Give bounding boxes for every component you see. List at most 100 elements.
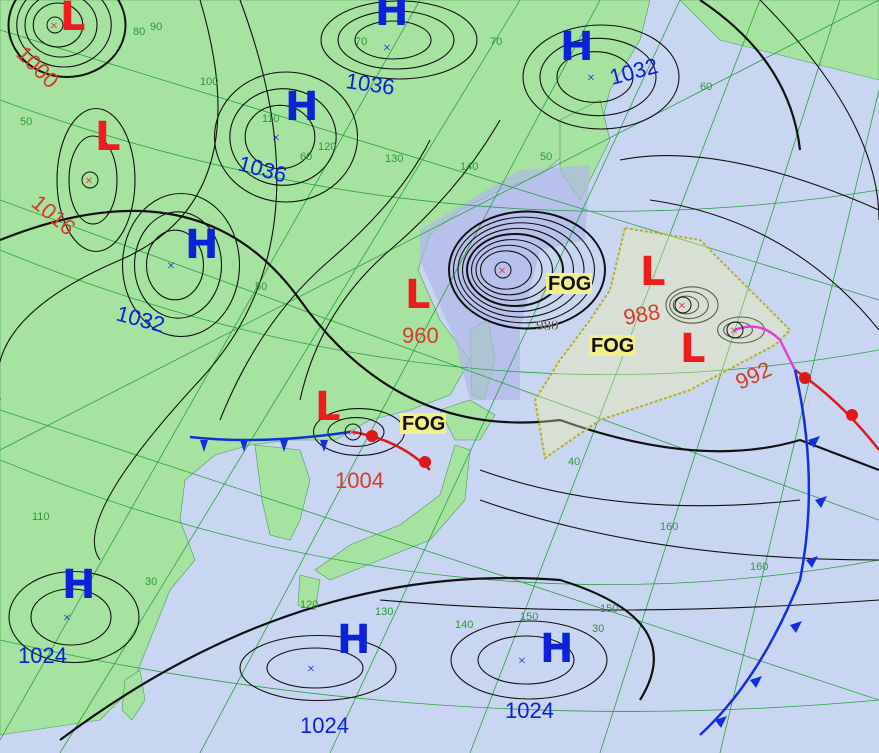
isobar	[327, 417, 385, 447]
grid-label: 120	[300, 599, 318, 611]
center-cross-icon: ×	[348, 426, 356, 441]
grid-label: 150	[520, 611, 538, 623]
grid-curve	[0, 639, 879, 712]
isobar	[479, 499, 879, 561]
grid-label: 50	[20, 116, 32, 128]
isobar	[461, 227, 575, 313]
isobar	[32, 2, 84, 48]
high-pressure-center: H × 1024	[300, 617, 370, 738]
grid-label: 70	[490, 36, 502, 48]
pressure-value: 960	[402, 323, 439, 348]
snow-area	[420, 165, 590, 400]
grid-line	[0, 0, 879, 451]
isobar	[30, 588, 112, 646]
isobar	[466, 233, 564, 307]
center-circle	[81, 171, 99, 189]
grid-line	[0, 29, 879, 301]
grid-line	[0, 0, 421, 741]
grid-label: 110	[262, 113, 280, 125]
high-marker: H	[285, 84, 318, 130]
isobar	[450, 620, 608, 700]
isobar	[244, 104, 316, 170]
grid-line	[469, 0, 761, 753]
occluded-front	[734, 325, 797, 371]
cold-front-triangle	[320, 440, 328, 452]
grid-label: 30	[592, 623, 604, 635]
grid-line	[719, 89, 879, 753]
isobar	[354, 20, 432, 60]
cold-front-triangle	[240, 440, 248, 452]
isobar	[59, 576, 655, 741]
grid-label: 90	[150, 21, 162, 33]
center-circle	[46, 16, 64, 34]
stationary-cold-front	[189, 430, 351, 442]
isobar	[556, 51, 634, 103]
grid-label: 130	[385, 153, 403, 165]
fog-label: FOG	[402, 413, 445, 435]
grid-label: 50	[255, 281, 267, 293]
cold-front-triangle	[715, 716, 727, 728]
isobar	[213, 71, 359, 203]
isobar	[479, 469, 801, 507]
isobar	[672, 295, 700, 315]
low-marker: L	[405, 272, 431, 318]
isobar	[16, 0, 112, 68]
warm-front-semicircle	[366, 430, 378, 442]
high-pressure-center: H × 1024	[505, 626, 573, 723]
grid-line	[0, 199, 879, 521]
fog-label-bg	[400, 413, 446, 434]
high-pressure-center: H×1036	[236, 84, 319, 187]
warm-front-semicircle	[799, 372, 811, 384]
grid-label: 140	[455, 619, 473, 631]
isobar	[24, 0, 98, 58]
grid-curve	[0, 459, 879, 585]
high-marker: H	[375, 0, 408, 35]
center-circle	[494, 261, 512, 279]
grid-label: 140	[460, 161, 478, 173]
grid-label: 80	[133, 26, 145, 38]
high-marker: H	[62, 562, 95, 608]
high-marker: H	[337, 617, 370, 663]
land-masses	[0, 0, 879, 736]
grid-label: 30	[145, 576, 157, 588]
center-cross-icon: ×	[307, 662, 315, 677]
isobar	[669, 290, 709, 320]
low-marker: L	[680, 326, 706, 372]
warm-front-semicircle	[846, 409, 858, 421]
hokkaido	[439, 399, 496, 441]
isobar	[522, 24, 680, 130]
isobar	[145, 229, 205, 301]
grid-curve	[0, 249, 879, 375]
high-pressure-center: H × 1024	[18, 562, 95, 668]
grid-label: 60	[700, 81, 712, 93]
center-cross-icon: ×	[498, 264, 506, 279]
center-cross-icon: ×	[272, 131, 280, 146]
fog-label: FOG	[548, 273, 591, 295]
center-circle	[726, 321, 744, 339]
isobar	[0, 209, 879, 472]
low-marker: L	[60, 0, 86, 40]
isobar	[0, 0, 219, 400]
isobar	[121, 192, 241, 338]
isobar	[448, 210, 606, 330]
low-pressure-center: L × 960	[402, 261, 512, 348]
isobar	[337, 10, 455, 70]
cold-front-triangle	[280, 440, 288, 452]
grid-line	[199, 0, 601, 753]
grid-line	[59, 0, 521, 753]
grid-label: 150	[600, 603, 618, 615]
grid-line	[329, 0, 681, 753]
isobar	[457, 222, 585, 318]
grid-label: 100	[200, 76, 218, 88]
low-pressure-center: L × 1004	[315, 384, 384, 493]
isobar	[320, 0, 478, 80]
cold-front-triangle	[790, 621, 802, 633]
fog-label: FOG	[591, 335, 634, 357]
isobar	[239, 634, 397, 702]
isobar	[477, 635, 575, 685]
center-cross-icon: ×	[167, 259, 175, 274]
isobar	[619, 155, 879, 211]
grid-line	[0, 409, 879, 701]
